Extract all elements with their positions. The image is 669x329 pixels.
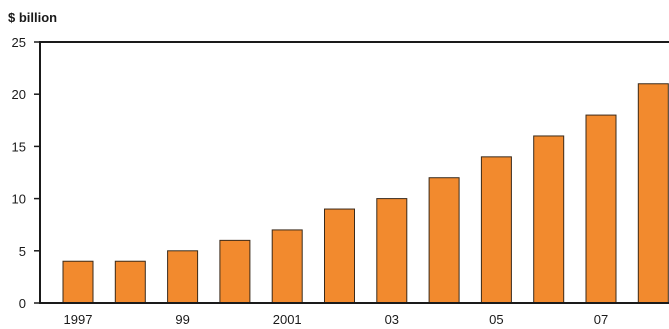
bar-2008 xyxy=(637,83,669,304)
x-tick-label: 99 xyxy=(175,312,189,327)
y-tick-label: 5 xyxy=(19,244,26,259)
plot-frame xyxy=(39,41,669,304)
bar-2000 xyxy=(219,239,251,304)
y-axis-ticks: 0 5 10 15 20 25 xyxy=(12,35,40,311)
bar-2005 xyxy=(480,156,512,304)
x-tick-label: 1997 xyxy=(64,312,93,327)
bar-2003 xyxy=(376,198,408,304)
y-tick-label: 15 xyxy=(12,139,26,154)
y-tick-label: 20 xyxy=(12,87,26,102)
bar-1999 xyxy=(167,250,199,304)
bars xyxy=(62,83,669,304)
x-tick-label: 07 xyxy=(594,312,608,327)
y-tick-label: 0 xyxy=(19,296,26,311)
x-tick-label: 05 xyxy=(489,312,503,327)
bar-2004 xyxy=(428,177,460,304)
y-tick-label: 25 xyxy=(12,35,26,50)
bar-2001 xyxy=(271,229,303,304)
bar-1998 xyxy=(114,260,146,304)
x-tick-label: 03 xyxy=(385,312,399,327)
bar-2002 xyxy=(324,208,355,304)
bar-1997 xyxy=(62,260,94,304)
x-tick-label: 2001 xyxy=(273,312,302,327)
bar-2006 xyxy=(533,135,565,304)
y-tick-label: 10 xyxy=(12,192,26,207)
bar-2007 xyxy=(585,114,617,304)
x-axis-ticks: 1997 99 2001 03 05 07 xyxy=(64,312,609,327)
y-axis-unit-label: $ billion xyxy=(8,10,57,25)
